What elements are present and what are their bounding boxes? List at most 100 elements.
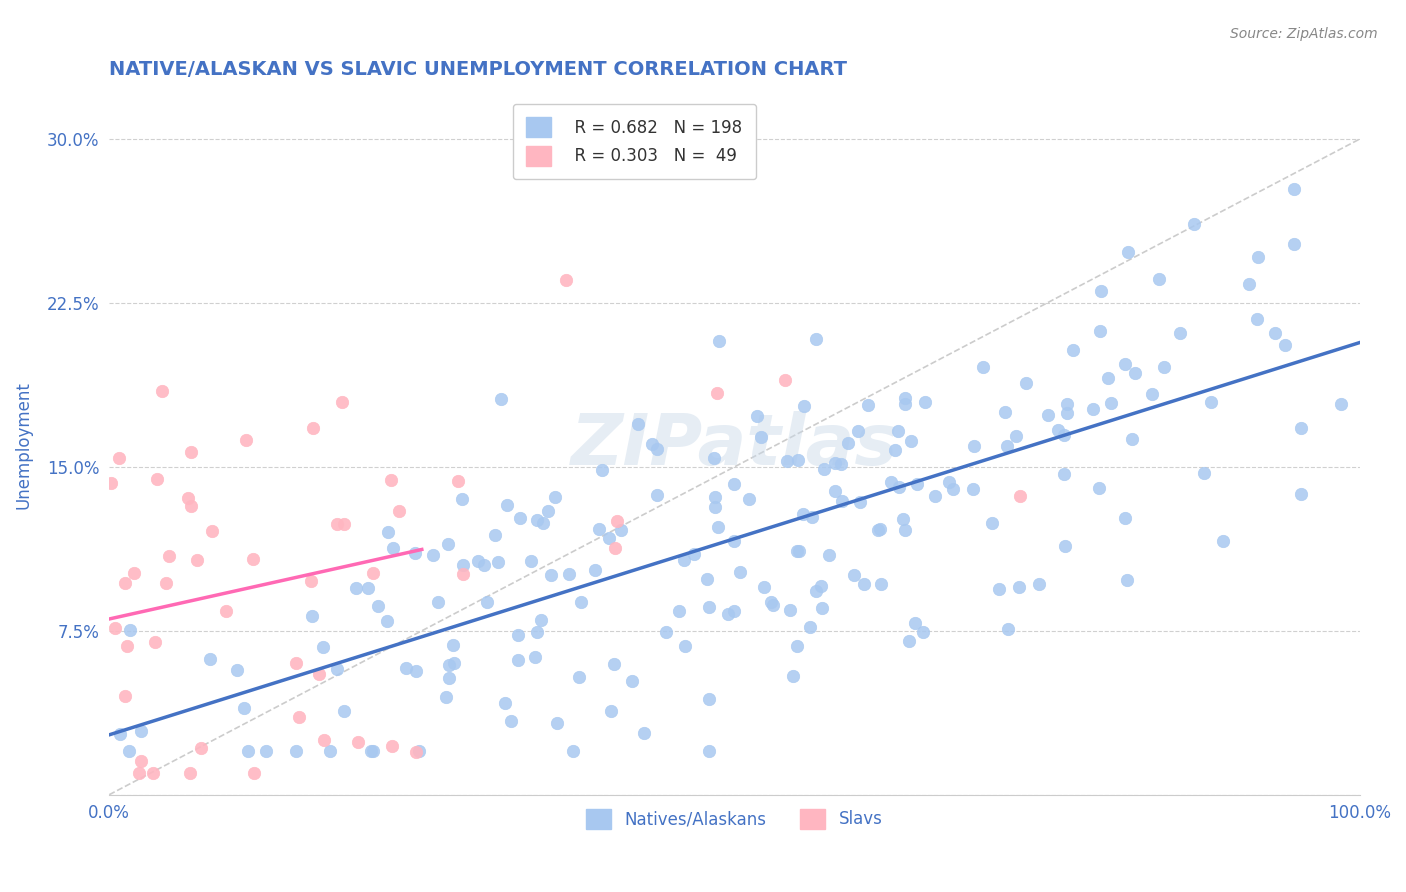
Point (620, 673, 643, 688)
Point (893, 391, 915, 405)
Point (707, 334, 730, 348)
Point (142, 765, 165, 780)
Point (437, 671, 460, 685)
Point (186, 552, 208, 566)
Point (779, 603, 801, 617)
Point (787, 453, 810, 467)
Point (1116, 573, 1139, 587)
Point (1182, 217, 1205, 231)
Point (786, 639, 808, 653)
Point (645, 487, 668, 501)
Point (235, 433, 257, 447)
Point (561, 744, 583, 758)
Point (382, 541, 405, 555)
Point (1036, 408, 1059, 422)
Point (866, 523, 889, 537)
Point (583, 563, 606, 577)
Point (388, 504, 411, 518)
Point (911, 625, 934, 640)
Point (1274, 337, 1296, 351)
Point (786, 544, 808, 558)
Point (1114, 511, 1136, 525)
Point (980, 516, 1002, 530)
Point (569, 595, 592, 609)
Point (645, 442, 668, 456)
Point (332, 704, 354, 718)
Point (242, 765, 264, 780)
Point (1121, 432, 1143, 446)
Point (749, 430, 772, 444)
Point (723, 604, 745, 618)
Point (1097, 371, 1119, 385)
Point (610, 524, 633, 538)
Point (972, 359, 994, 374)
Point (201, 524, 224, 538)
Point (905, 477, 928, 491)
Point (472, 558, 495, 573)
Point (1289, 487, 1312, 501)
Point (1114, 357, 1136, 371)
Point (131, 754, 153, 768)
Point (122, 566, 145, 581)
Point (377, 525, 399, 540)
Point (377, 614, 399, 628)
Point (723, 534, 745, 549)
Point (707, 520, 730, 534)
Point (887, 424, 910, 438)
Point (997, 622, 1019, 636)
Point (891, 512, 914, 526)
Point (484, 528, 506, 542)
Point (501, 714, 523, 728)
Point (380, 473, 402, 487)
Point (312, 732, 335, 747)
Point (697, 600, 720, 615)
Point (830, 457, 852, 471)
Point (506, 628, 529, 642)
Point (810, 580, 832, 594)
Point (1053, 428, 1076, 442)
Point (494, 697, 516, 711)
Point (1149, 272, 1171, 286)
Point (606, 515, 628, 529)
Point (1247, 250, 1270, 264)
Point (451, 491, 474, 506)
Point (995, 439, 1018, 453)
Point (813, 462, 835, 476)
Point (1116, 245, 1139, 260)
Point (367, 599, 389, 613)
Point (655, 624, 678, 639)
Point (897, 634, 920, 648)
Point (723, 477, 745, 491)
Point (405, 745, 427, 759)
Point (180, 499, 202, 513)
Point (824, 483, 846, 498)
Point (357, 581, 380, 595)
Point (1282, 236, 1305, 251)
Point (782, 669, 804, 683)
Point (146, 472, 169, 486)
Point (799, 620, 821, 634)
Text: Source: ZipAtlas.com: Source: ZipAtlas.com (1230, 27, 1378, 41)
Point (811, 601, 834, 615)
Point (600, 704, 623, 718)
Point (330, 395, 353, 409)
Point (699, 744, 721, 758)
Point (489, 392, 512, 406)
Point (118, 623, 141, 637)
Point (745, 409, 768, 423)
Point (118, 744, 141, 758)
Point (914, 395, 936, 409)
Point (285, 744, 308, 758)
Point (129, 724, 152, 739)
Point (495, 498, 517, 512)
Point (526, 624, 548, 639)
Point (190, 740, 212, 755)
Point (880, 475, 903, 489)
Point (1289, 421, 1312, 435)
Point (288, 709, 311, 723)
Point (544, 490, 567, 504)
Point (1264, 326, 1286, 340)
Point (1088, 481, 1111, 495)
Point (117, 639, 139, 653)
Point (361, 566, 384, 580)
